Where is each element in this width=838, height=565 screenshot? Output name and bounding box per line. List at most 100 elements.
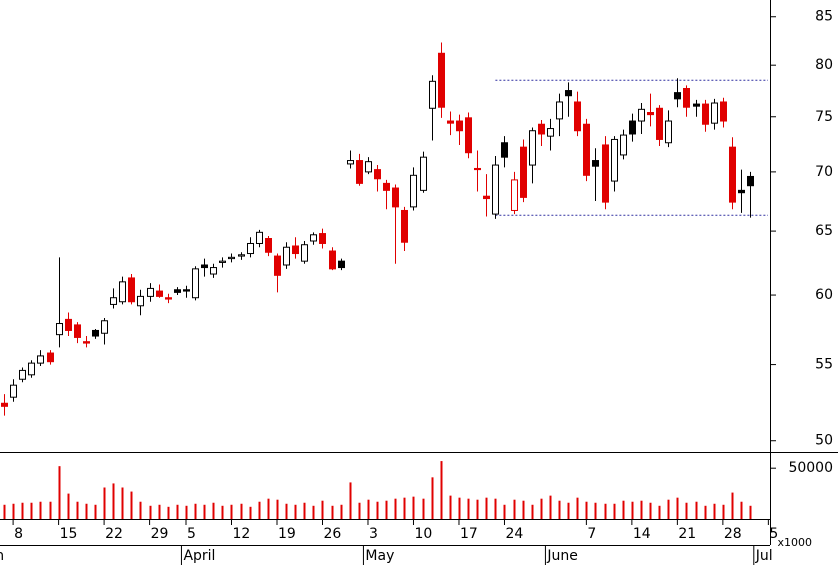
candle-body <box>274 255 281 276</box>
candle-body <box>329 250 336 270</box>
candle-body <box>228 256 235 260</box>
candle-body <box>238 254 245 257</box>
candle-body <box>392 187 399 208</box>
candle-body <box>192 268 199 299</box>
candle-body <box>647 112 654 116</box>
volume-bar <box>649 502 652 519</box>
volume-bar <box>422 498 425 519</box>
x-tick-label: 22 <box>105 526 123 542</box>
candle-body <box>474 167 481 171</box>
volume-bar <box>676 497 679 519</box>
volume-bar <box>139 501 142 519</box>
candle-body <box>356 160 363 184</box>
volume-bar <box>49 501 52 519</box>
candle-body <box>119 281 126 303</box>
volume-bar <box>385 500 388 519</box>
candle-body <box>729 146 736 203</box>
candle-body <box>283 246 290 266</box>
candle-body <box>110 297 117 305</box>
volume-bar <box>704 505 707 519</box>
volume-bar <box>722 504 725 519</box>
candle-body <box>492 164 499 215</box>
candle-body <box>529 130 536 166</box>
volume-bar <box>567 502 570 519</box>
volume-bar <box>622 500 625 519</box>
candle-body <box>47 352 54 363</box>
candle-body <box>602 144 609 203</box>
candle-body <box>683 87 690 108</box>
volume-bar <box>403 497 406 519</box>
candle-body <box>438 52 445 108</box>
x-tick-label: 8 <box>14 526 23 542</box>
candle-body <box>674 92 681 100</box>
candle-body <box>711 102 718 124</box>
candle-body <box>147 287 154 297</box>
y-tick-label: 85 <box>815 9 833 25</box>
volume-bar <box>412 496 415 519</box>
candle-body <box>447 120 454 124</box>
volume-bar <box>604 503 607 519</box>
volume-bar <box>749 505 752 519</box>
month-label: April <box>183 548 215 564</box>
candle-body <box>574 101 581 132</box>
candle-body <box>28 362 35 376</box>
candle-body <box>219 260 226 263</box>
candle-body <box>429 80 436 109</box>
candle-body <box>156 290 163 297</box>
volume-bar <box>76 501 79 519</box>
volume-bar <box>321 500 324 519</box>
candle-body <box>383 182 390 191</box>
x-tick-label: 29 <box>151 526 169 542</box>
y-tick-label: 75 <box>815 109 833 125</box>
volume-bar <box>731 492 734 519</box>
volume-bar <box>276 499 279 519</box>
candle-body <box>456 120 463 132</box>
candle-body <box>565 90 572 97</box>
candle-body <box>128 277 135 303</box>
candle-body <box>201 264 208 269</box>
volume-bar <box>431 477 434 519</box>
candle-body <box>656 107 663 140</box>
volume-bar <box>240 503 243 519</box>
volume-bar <box>558 500 561 519</box>
volume-bar <box>258 501 261 519</box>
volume-bar <box>203 504 206 519</box>
volume-bar <box>212 502 215 519</box>
volume-bar <box>503 504 506 519</box>
volume-bar <box>294 504 297 519</box>
volume-bar <box>585 501 588 519</box>
candle-body <box>611 138 618 182</box>
x-tick-label: 12 <box>232 526 250 542</box>
candle-body <box>420 156 427 191</box>
candle-body <box>19 369 26 380</box>
candle-body <box>338 260 345 269</box>
volume-bar <box>576 497 579 519</box>
volume-bar <box>485 497 488 519</box>
candle-body <box>265 238 272 253</box>
volume-bar <box>12 503 15 519</box>
volume-bar <box>149 505 152 519</box>
volume-bar <box>39 501 42 519</box>
volume-bar <box>467 498 470 519</box>
volume-bar <box>376 501 379 519</box>
volume-bar <box>394 498 397 519</box>
candle-body <box>83 341 90 344</box>
month-label: May <box>365 548 394 564</box>
volume-bar <box>458 497 461 519</box>
x-tick-label: 10 <box>414 526 432 542</box>
volume-bar <box>594 502 597 519</box>
volume-bar <box>367 499 370 519</box>
volume-bar <box>21 502 24 519</box>
candle-body <box>720 101 727 122</box>
x-tick-label: 5 <box>187 526 196 542</box>
volume-bar <box>3 504 6 519</box>
x-tick-label: 14 <box>633 526 651 542</box>
volume-bar <box>440 461 443 519</box>
volume-bar <box>30 502 33 519</box>
x-tick-label: 19 <box>278 526 296 542</box>
y-tick-label: 55 <box>815 357 833 373</box>
candle-body <box>310 234 317 242</box>
volume-unit: x1000 <box>777 536 812 549</box>
